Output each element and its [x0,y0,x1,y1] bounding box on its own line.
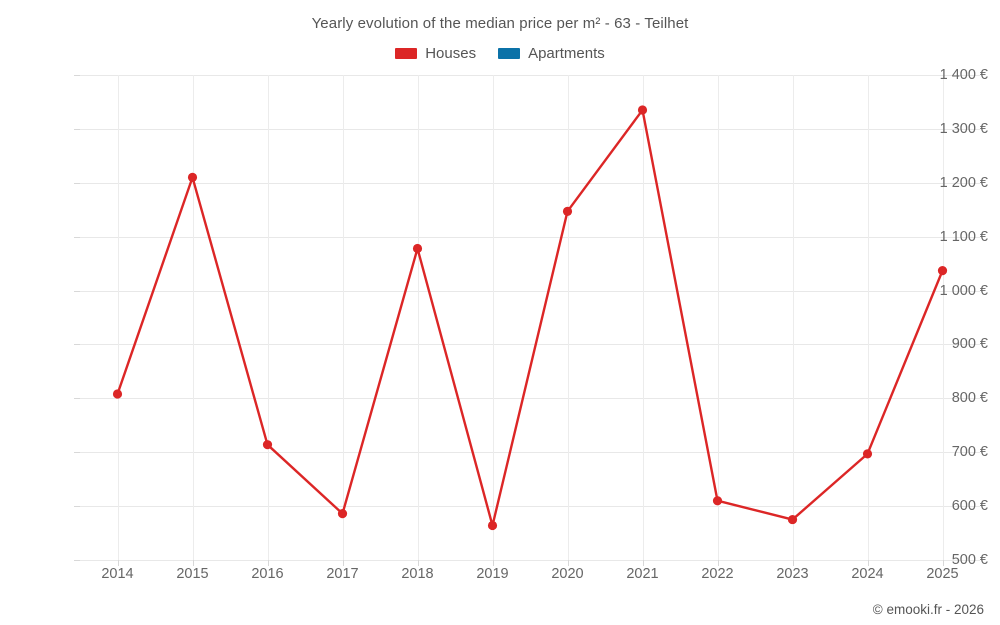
gridline-horizontal [80,398,980,400]
x-axis-tick-label: 2014 [101,566,134,582]
y-axis-tick-label: 700 € [951,444,988,461]
x-axis-tick-label: 2018 [401,566,434,582]
gridline-vertical [192,75,194,560]
x-axis-tick-mark [117,560,119,566]
gridline-vertical [567,75,569,560]
y-axis-tick-mark [74,236,80,238]
x-axis-tick-label: 2015 [176,566,209,582]
x-axis-tick-label: 2020 [551,566,584,582]
gridline-horizontal [80,236,980,238]
x-axis-tick-label: 2024 [851,566,884,582]
data-point[interactable] [487,520,498,531]
legend-swatch-apartments [498,48,521,59]
gridline-vertical [417,75,419,560]
y-axis-tick-label: 1 200 € [939,174,988,191]
data-point[interactable] [112,389,123,399]
x-axis-tick-label: 2025 [926,566,959,582]
data-point[interactable] [937,266,948,276]
gridline-vertical [642,75,644,560]
chart-title: Yearly evolution of the median price per… [311,15,689,32]
data-point[interactable] [337,509,348,519]
x-axis-tick-label: 2016 [251,566,284,582]
gridline-horizontal [80,128,980,130]
gridline-horizontal [80,290,980,292]
gridline-vertical [267,75,269,560]
chart-legend: Houses Apartments [0,45,1000,62]
y-axis-tick-label: 800 € [951,390,988,407]
x-axis-tick-mark [267,560,269,566]
legend-item-apartments[interactable]: Apartments [498,45,605,62]
y-axis-tick-label: 1 100 € [939,228,988,245]
gridline-vertical [717,75,719,560]
data-point[interactable] [862,449,873,459]
footer-credit: © emooki.fr - 2026 [872,602,984,617]
x-axis-tick-mark [792,560,794,566]
gridline-horizontal [80,344,980,346]
y-axis-tick-label: 500 € [951,552,988,568]
x-axis-tick-label: 2021 [626,566,659,582]
legend-swatch-houses [395,48,418,59]
gridline-vertical [792,75,794,560]
y-axis-tick-mark [74,75,80,76]
y-axis-tick-label: 1 300 € [939,120,988,137]
gridline-horizontal [80,75,980,76]
x-axis-tick-label: 2022 [701,566,734,582]
y-axis-tick-label: 900 € [951,336,988,353]
x-axis-tick-mark [342,560,344,566]
data-point[interactable] [562,206,573,216]
gridline-vertical [492,75,494,560]
x-axis-tick-label: 2023 [776,566,809,582]
y-axis-tick-mark [74,344,80,346]
data-point[interactable] [787,514,798,525]
y-axis-tick-mark [74,398,80,400]
data-point[interactable] [637,105,648,115]
y-axis-tick-mark [74,452,80,454]
gridline-horizontal [80,452,980,454]
x-axis-tick-mark [867,560,869,566]
y-axis-tick-label: 1 400 € [939,67,988,83]
x-axis-tick-label: 2017 [326,566,359,582]
y-axis-tick-mark [74,560,80,561]
legend-item-houses[interactable]: Houses [395,45,476,62]
gridline-vertical [117,75,119,560]
data-point[interactable] [712,496,723,506]
plot-area [80,75,980,561]
series-layer [112,105,948,531]
x-axis-tick-mark [192,560,194,566]
gridline-vertical [342,75,344,560]
y-axis-tick-mark [74,182,80,184]
y-axis-tick-mark [74,290,80,292]
y-axis-tick-mark [74,506,80,508]
x-axis-tick-mark [642,560,644,566]
gridline-vertical [867,75,869,560]
x-axis-tick-mark [417,560,419,566]
y-axis-tick-label: 1 000 € [939,282,988,299]
series-line-houses [116,108,944,527]
y-axis-tick-mark [74,128,80,130]
data-point[interactable] [187,172,198,182]
x-axis-tick-mark [492,560,494,566]
data-point[interactable] [412,243,423,254]
x-axis-tick-label: 2019 [476,566,509,582]
legend-label-apartments: Apartments [528,45,605,62]
gridline-vertical [942,75,944,560]
legend-label-houses: Houses [425,45,477,62]
x-axis-tick-mark [567,560,569,566]
x-axis-tick-mark [717,560,719,566]
gridline-horizontal [80,560,980,561]
gridline-horizontal [80,182,980,184]
gridline-horizontal [80,506,980,508]
y-axis-tick-label: 600 € [951,498,988,515]
data-point[interactable] [262,440,273,450]
x-axis-tick-mark [942,560,944,566]
